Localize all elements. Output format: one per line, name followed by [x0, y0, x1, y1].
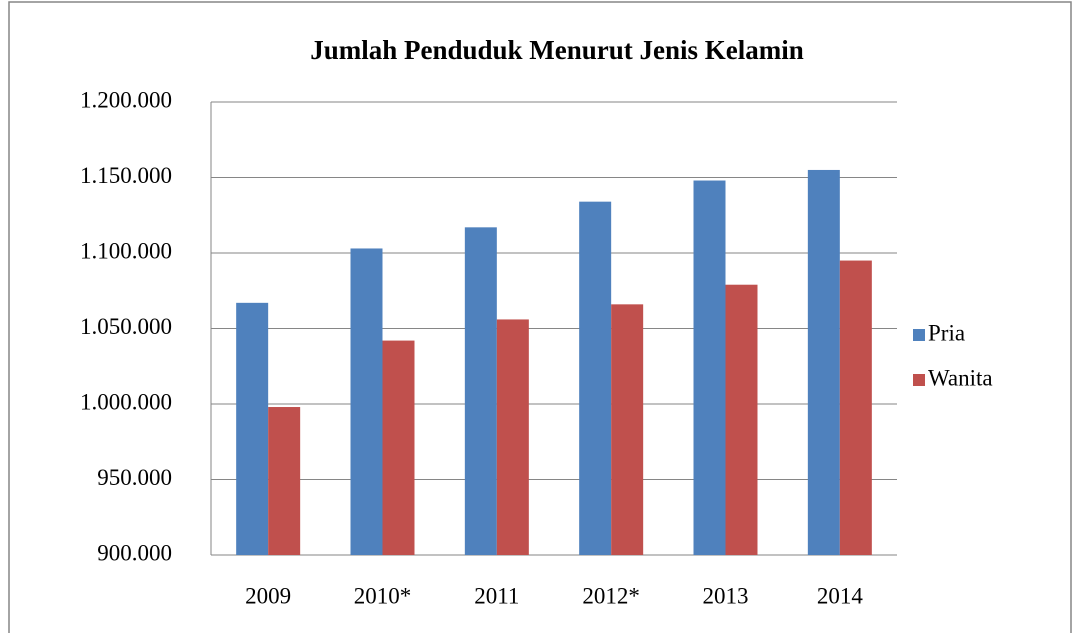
bar	[807, 169, 840, 555]
legend-swatch	[913, 374, 925, 386]
bar	[464, 227, 497, 555]
y-tick-label: 950.000	[97, 465, 172, 490]
y-tick-label: 1.050.000	[80, 314, 172, 339]
bar	[725, 284, 758, 555]
legend-label: Wanita	[928, 365, 993, 390]
bar	[693, 180, 726, 555]
y-tick-label: 1.000.000	[80, 389, 172, 414]
bar	[382, 340, 415, 555]
y-tick-label: 1.100.000	[80, 238, 172, 263]
legend-label: Pria	[928, 320, 965, 345]
x-tick-label: 2012*	[582, 583, 640, 608]
bar	[268, 407, 301, 555]
x-tick-label: 2013	[703, 583, 749, 608]
bar	[496, 319, 529, 555]
x-tick-label: 2009	[245, 583, 291, 608]
bar	[839, 260, 872, 555]
bar	[350, 248, 383, 555]
chart-title: Jumlah Penduduk Menurut Jenis Kelamin	[310, 35, 804, 65]
y-tick-label: 900.000	[97, 540, 172, 565]
chart-border	[8, 1, 1072, 633]
bar	[236, 302, 269, 555]
y-tick-label: 1.200.000	[80, 87, 172, 112]
x-tick-label: 2010*	[354, 583, 412, 608]
x-tick-label: 2014	[817, 583, 864, 608]
y-tick-label: 1.150.000	[80, 163, 172, 188]
bar	[579, 201, 612, 555]
legend-swatch	[913, 329, 925, 341]
x-tick-label: 2011	[474, 583, 519, 608]
bar	[611, 304, 644, 555]
